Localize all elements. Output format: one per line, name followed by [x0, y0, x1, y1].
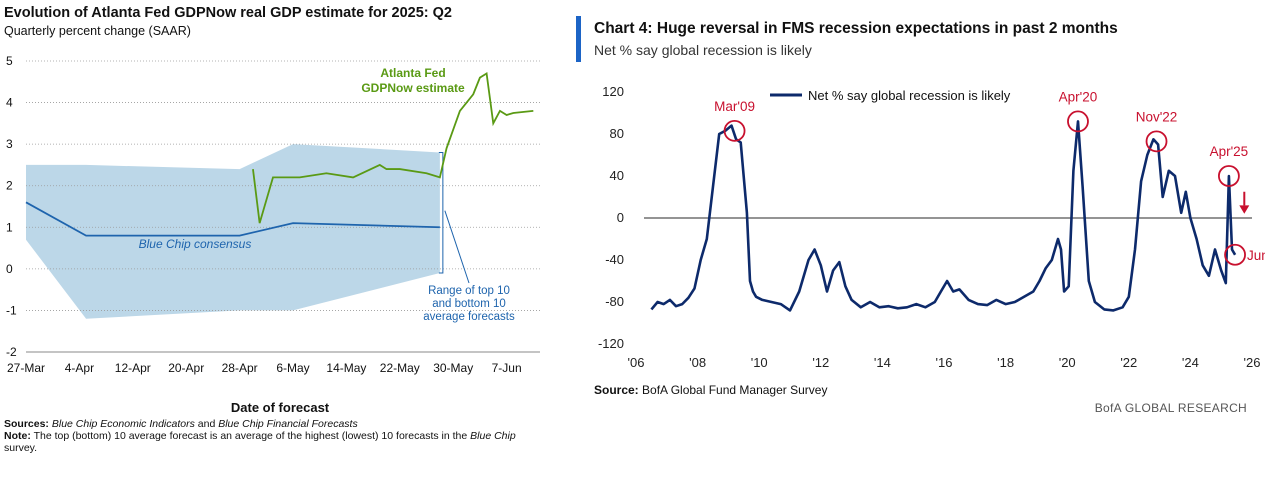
- note-italic: Blue Chip: [470, 430, 516, 442]
- annotation-label: Range of top 10: [428, 285, 510, 297]
- source-2: Blue Chip Financial Forecasts: [218, 418, 358, 430]
- x-tick-label: '16: [936, 355, 953, 370]
- y-tick-label: 2: [6, 179, 13, 193]
- range-leader-line: [444, 210, 470, 284]
- x-tick-label: 28-Apr: [222, 361, 258, 375]
- forecast-range-band: [26, 144, 440, 319]
- x-tick-label: '08: [689, 355, 706, 370]
- x-tick-label: 6-May: [276, 361, 309, 375]
- legend-label: Net % say global recession is likely: [808, 88, 1011, 103]
- note-label: Note:: [4, 430, 31, 442]
- chart-subtitle: Net % say global recession is likely: [594, 42, 812, 58]
- annotation-circle: [1067, 110, 1089, 133]
- annotation-label: GDPNow estimate: [361, 81, 465, 95]
- gdpnow-line: [252, 71, 534, 224]
- note-text: The top (bottom) 10 average forecast is …: [30, 430, 471, 442]
- annotation-label: Atlanta Fed: [380, 66, 445, 80]
- x-tick-label: '10: [751, 355, 768, 370]
- annotation-circle: [1145, 130, 1168, 153]
- source-label: Source:: [594, 383, 639, 397]
- annotation-label: Mar'09: [714, 99, 755, 114]
- bluechip-line: [25, 201, 440, 237]
- y-tick-label: -1: [6, 303, 17, 317]
- gdpnow-chart-plot: -2 -1 0 1 2 3 4 5 27-Mar 4-Apr 12-Apr 20-Apr 28-Apr 6…: [6, 54, 540, 375]
- x-tick-label: '26: [1244, 355, 1261, 370]
- sources-and: and: [194, 418, 219, 430]
- chart-subtitle: Quarterly percent change (SAAR): [4, 24, 191, 38]
- x-tick-label: 20-Apr: [168, 361, 204, 375]
- x-tick-label: '12: [812, 355, 829, 370]
- annotation-circle: [1224, 243, 1246, 266]
- y-tick-label: -120: [598, 336, 624, 351]
- y-tick-label: -80: [605, 294, 624, 309]
- y-tick-label: -40: [605, 252, 624, 267]
- annotation-circle: [723, 119, 746, 142]
- source-1: Blue Chip Economic Indicators: [51, 418, 195, 430]
- note-end: survey.: [4, 442, 38, 454]
- y-tick-label: 80: [610, 126, 624, 141]
- y-tick-label: 0: [617, 210, 624, 225]
- x-tick-label: 27-Mar: [7, 361, 45, 375]
- x-tick-label: '20: [1059, 355, 1076, 370]
- y-tick-label: 5: [6, 54, 13, 68]
- annotation-label: Nov'22: [1136, 109, 1178, 124]
- x-tick-label: '22: [1120, 355, 1137, 370]
- title-accent-bar: [576, 16, 581, 62]
- gdpnow-chart-panel: Evolution of Atlanta Fed GDPNow real GDP…: [0, 0, 560, 487]
- annotation-circle: [1218, 165, 1240, 187]
- x-tick-label: 14-May: [326, 361, 366, 375]
- chart-title: Chart 4: Huge reversal in FMS recession …: [594, 20, 1118, 37]
- annotation-label: Apr'20: [1059, 89, 1098, 104]
- y-tick-label: 0: [6, 262, 13, 276]
- x-axis-label: Date of forecast: [230, 400, 330, 415]
- sources-note: Sources: Blue Chip Economic Indicators a…: [4, 418, 534, 454]
- annotation-label: Jun'25: [1247, 248, 1265, 263]
- y-tick-label: -2: [6, 345, 17, 359]
- chart-title: Evolution of Atlanta Fed GDPNow real GDP…: [4, 5, 452, 21]
- y-tick-label: 3: [6, 137, 13, 151]
- recession-expectations-line: [650, 120, 1237, 312]
- x-tick-label: '18: [997, 355, 1014, 370]
- annotation-label: Blue Chip consensus: [139, 237, 252, 251]
- x-tick-label: 4-Apr: [65, 361, 94, 375]
- x-tick-label: '06: [628, 355, 645, 370]
- brand-label: BofA GLOBAL RESEARCH: [1094, 401, 1247, 415]
- range-bracket: [438, 151, 444, 274]
- annotation-label: average forecasts: [423, 311, 515, 323]
- fms-chart-panel: Chart 4: Huge reversal in FMS recession …: [572, 0, 1265, 487]
- x-tick-label: 12-Apr: [115, 361, 151, 375]
- arrow-head: [1239, 205, 1250, 214]
- source-text: BofA Global Fund Manager Survey: [638, 383, 828, 397]
- y-tick-label: 1: [6, 220, 13, 234]
- x-tick-label: 22-May: [380, 361, 420, 375]
- fms-chart-plot: -120 -80 -40 0 40 80 120 '06 '08 '10 '12 '14 '16 '18 '…: [598, 84, 1265, 370]
- annotation-label: Apr'25: [1210, 144, 1249, 159]
- y-tick-label: 40: [610, 168, 624, 183]
- x-tick-label: 30-May: [433, 361, 473, 375]
- x-tick-label: '24: [1182, 355, 1199, 370]
- x-tick-label: 7-Jun: [492, 361, 522, 375]
- source-note: Source: BofA Global Fund Manager Survey: [594, 383, 827, 397]
- annotation-label: and bottom 10: [432, 298, 506, 310]
- y-tick-label: 4: [6, 96, 13, 110]
- x-tick-label: '14: [874, 355, 891, 370]
- sources-label: Sources:: [4, 418, 49, 430]
- y-tick-label: 120: [602, 84, 624, 99]
